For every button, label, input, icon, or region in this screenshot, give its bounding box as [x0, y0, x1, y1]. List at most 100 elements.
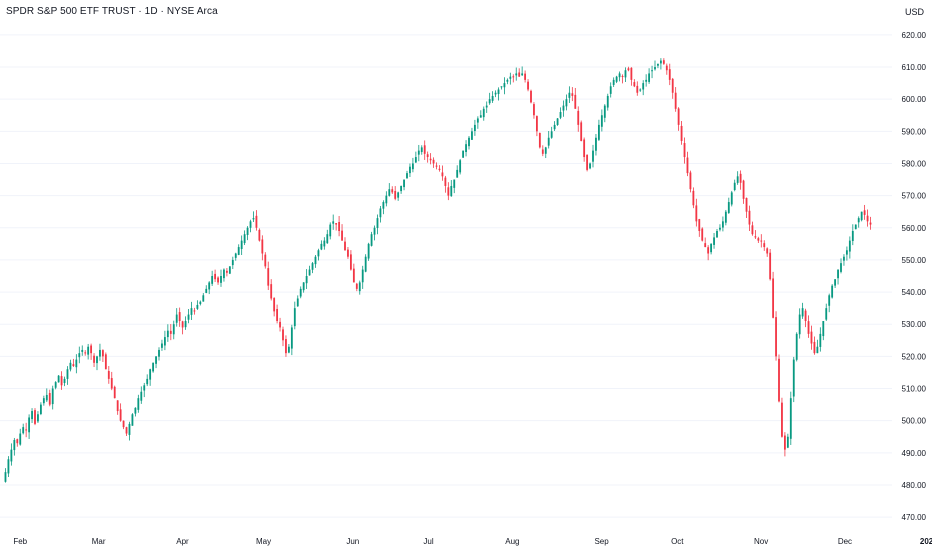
- candle-up: [648, 73, 651, 82]
- candle-up: [237, 247, 240, 255]
- candle-up: [603, 105, 606, 118]
- candle-up: [521, 73, 524, 76]
- candle-up: [57, 375, 60, 383]
- candle-up: [845, 250, 848, 255]
- y-tick-label: 610.00: [902, 63, 927, 72]
- candle-up: [479, 115, 482, 118]
- candle-up: [659, 60, 662, 64]
- candle-up: [606, 95, 609, 108]
- candle-up: [99, 349, 101, 357]
- candle-up: [473, 124, 476, 131]
- candle-down: [48, 392, 51, 405]
- candle-up: [13, 439, 16, 451]
- candle-down: [689, 172, 692, 190]
- candle-down: [751, 225, 754, 235]
- x-tick-label: Jul: [423, 537, 433, 546]
- x-tick-label: Dec: [838, 537, 852, 546]
- candle-up: [500, 86, 503, 88]
- candle-down: [101, 350, 104, 357]
- candle-up: [205, 288, 208, 293]
- candle-down: [683, 143, 686, 158]
- candle-up: [22, 427, 25, 434]
- candle-down: [344, 241, 346, 251]
- candle-up: [10, 449, 13, 462]
- candle-down: [93, 355, 95, 363]
- candle-down: [34, 410, 36, 424]
- y-tick-label: 560.00: [902, 224, 927, 233]
- candle-up: [592, 150, 594, 162]
- candle-up: [550, 131, 553, 138]
- y-tick-label: 570.00: [902, 192, 927, 201]
- candle-up: [190, 308, 193, 315]
- candle-down: [72, 364, 75, 367]
- candle-down: [763, 243, 766, 248]
- candle-up: [161, 343, 163, 348]
- candle-up: [358, 282, 361, 292]
- candle-up: [645, 79, 648, 82]
- candle-up: [713, 237, 715, 245]
- candle-up: [801, 308, 804, 317]
- candle-up: [411, 163, 414, 170]
- candle-up: [296, 298, 299, 307]
- candle-up: [733, 182, 736, 191]
- candle-up: [149, 369, 152, 380]
- candle-down: [267, 268, 270, 286]
- candle-down: [518, 72, 521, 77]
- candle-up: [597, 124, 600, 140]
- candle-down: [217, 277, 219, 283]
- candle-up: [249, 221, 252, 228]
- candle-down: [748, 210, 751, 225]
- candle-down: [178, 312, 181, 322]
- candle-up: [465, 144, 467, 153]
- candle-up: [146, 378, 149, 385]
- candle-up: [382, 202, 385, 209]
- candle-up: [792, 359, 795, 397]
- candle-down: [583, 139, 586, 158]
- candle-down: [264, 254, 267, 267]
- x-tick-label: Nov: [754, 537, 768, 546]
- candle-up: [208, 282, 211, 290]
- candle-down: [444, 177, 447, 186]
- candle-up: [485, 105, 488, 108]
- candle-down: [757, 238, 760, 241]
- candle-up: [450, 185, 453, 197]
- y-tick-label: 540.00: [902, 288, 927, 297]
- candle-up: [388, 189, 391, 196]
- candle-down: [636, 85, 639, 93]
- candle-up: [618, 73, 621, 78]
- candle-down: [347, 249, 349, 257]
- candle-up: [81, 349, 84, 352]
- candle-up: [143, 385, 146, 391]
- candle-up: [406, 173, 408, 179]
- candle-up: [721, 221, 724, 228]
- y-tick-label: 550.00: [902, 256, 927, 265]
- candle-up: [509, 76, 512, 79]
- candle-down: [535, 116, 538, 132]
- candle-down: [391, 189, 394, 193]
- candle-up: [385, 195, 388, 204]
- candle-up: [252, 218, 255, 220]
- candle-up: [417, 150, 420, 155]
- candle-down: [110, 378, 113, 389]
- candle-up: [323, 240, 326, 247]
- candle-down: [869, 222, 872, 225]
- candle-down: [630, 67, 633, 80]
- candle-up: [361, 269, 364, 283]
- candle-down: [745, 197, 748, 212]
- candle-down: [125, 427, 128, 434]
- candle-up: [45, 394, 48, 401]
- candle-up: [831, 285, 834, 298]
- candle-down: [813, 341, 816, 354]
- x-tick-label: Jun: [346, 537, 359, 546]
- candle-up: [299, 288, 302, 297]
- y-tick-label: 530.00: [902, 320, 927, 329]
- candle-down: [435, 165, 438, 167]
- candle-up: [184, 321, 187, 328]
- candle-up: [462, 150, 465, 158]
- candle-down: [677, 108, 680, 125]
- candle-down: [766, 248, 769, 254]
- candle-up: [287, 346, 290, 353]
- x-tick-label: 2025: [920, 537, 932, 546]
- candle-up: [364, 256, 367, 272]
